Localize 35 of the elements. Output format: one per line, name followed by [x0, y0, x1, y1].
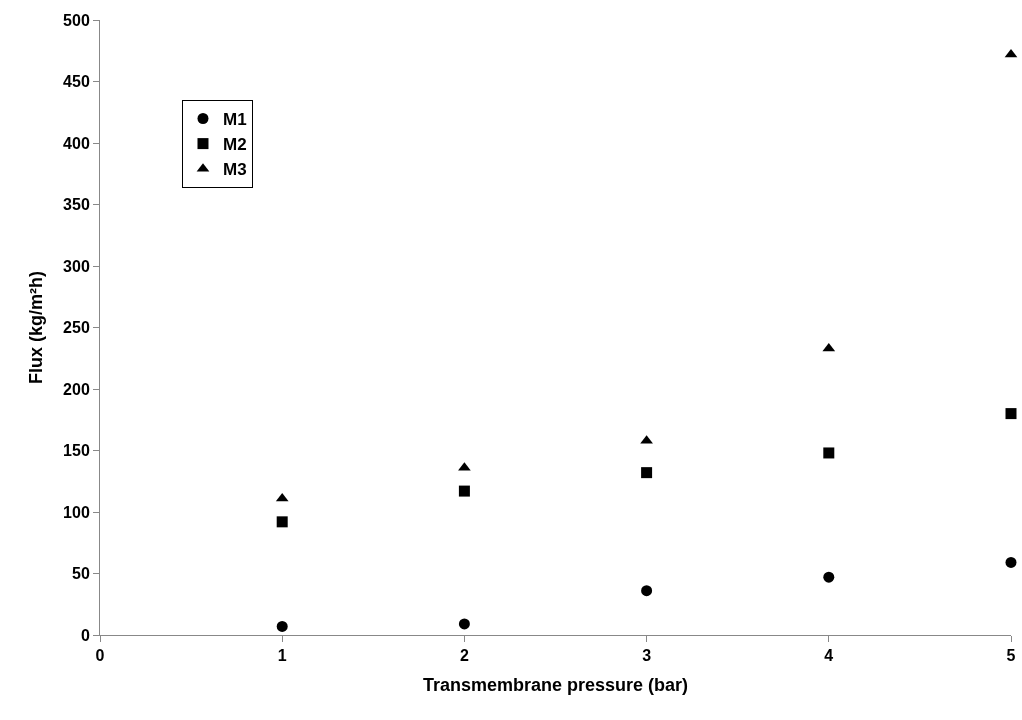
legend-label: M2	[222, 135, 247, 155]
point	[1004, 48, 1018, 58]
y-tick-label: 400	[63, 134, 90, 152]
point	[823, 571, 835, 583]
y-tick-label: 50	[72, 565, 90, 583]
point	[822, 342, 836, 352]
point	[1005, 408, 1017, 420]
point	[1005, 556, 1017, 568]
y-tick-label: 300	[63, 257, 90, 275]
y-tick-label: 100	[63, 503, 90, 521]
x-tick-label: 0	[95, 647, 105, 665]
point	[641, 585, 653, 597]
point	[276, 620, 288, 632]
y-axis-title: Flux (kg/m²h)	[26, 271, 47, 384]
point	[275, 492, 289, 502]
x-tick-label: 2	[459, 647, 469, 665]
y-tick-label: 250	[63, 319, 90, 337]
y-tick-label: 0	[80, 626, 90, 644]
y-tick-label: 350	[63, 196, 90, 214]
x-tick-label: 4	[824, 647, 834, 665]
y-tick-label: 450	[63, 73, 90, 91]
y-tick-label: 500	[63, 11, 90, 29]
point	[458, 618, 470, 630]
x-tick-label: 5	[1006, 647, 1016, 665]
x-tick-label: 1	[277, 647, 287, 665]
legend-label: M1	[222, 110, 247, 130]
y-tick-label: 150	[63, 442, 90, 460]
point	[823, 447, 835, 459]
x-axis-title: Transmembrane pressure (bar)	[422, 675, 689, 696]
legend-label: M3	[222, 160, 247, 180]
y-tick-label: 200	[63, 380, 90, 398]
x-tick-label: 3	[642, 647, 652, 665]
point	[458, 485, 470, 497]
point	[276, 516, 288, 528]
point	[641, 467, 653, 479]
